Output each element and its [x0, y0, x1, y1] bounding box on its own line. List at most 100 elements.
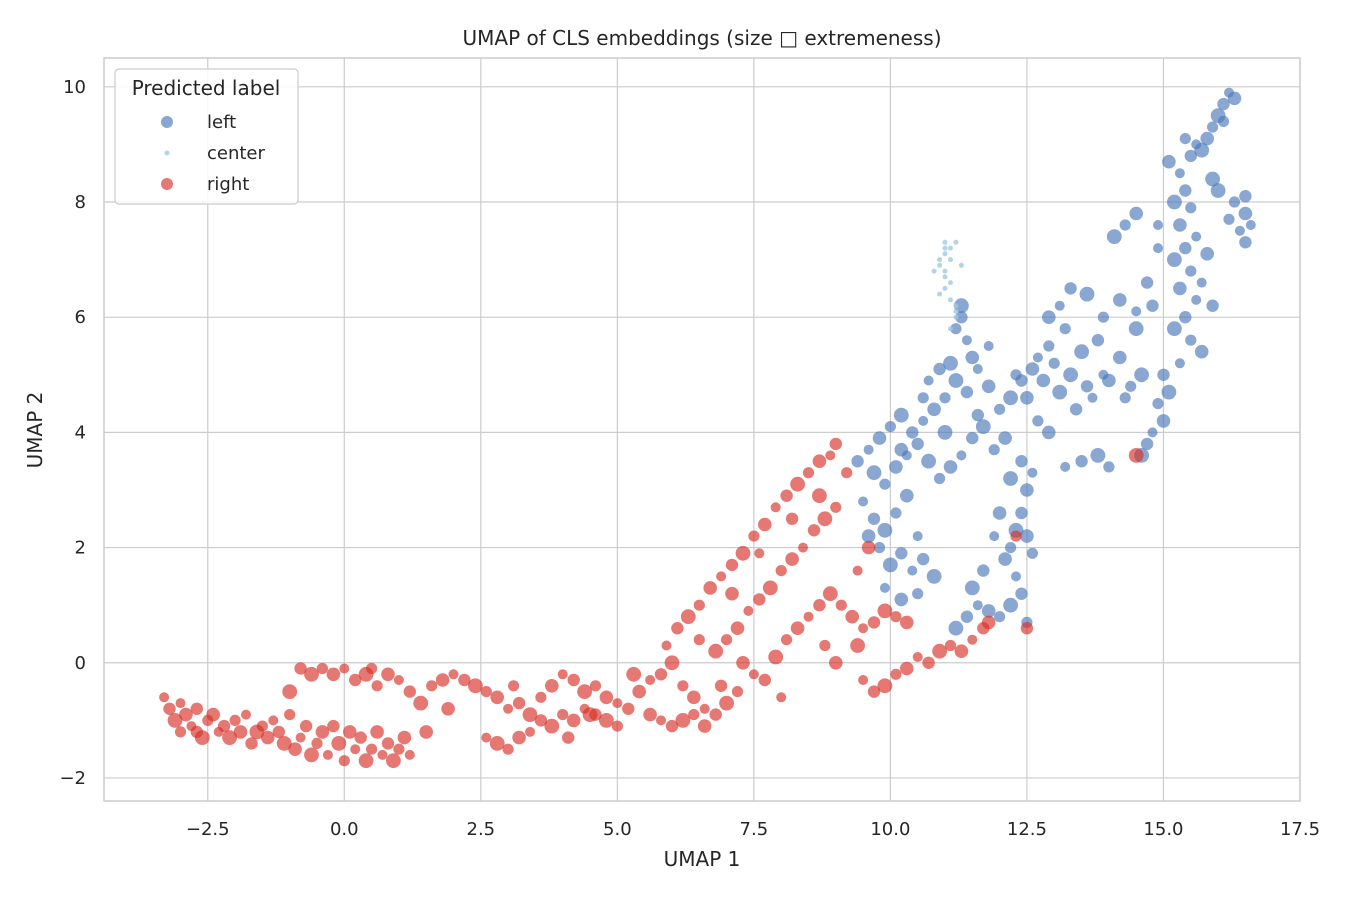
y-tick-labels: −2 0 2 4 6 8 10: [59, 77, 86, 789]
point-right: [981, 615, 996, 630]
x-tick-label: 0.0: [330, 819, 359, 840]
point-right: [709, 708, 722, 721]
point-right: [753, 593, 766, 606]
point-right: [311, 737, 323, 750]
point-left: [1185, 334, 1197, 346]
point-left: [1063, 367, 1078, 383]
point-right: [350, 744, 361, 755]
point-right: [288, 742, 302, 756]
point-left: [972, 364, 983, 374]
series-center: [931, 239, 964, 332]
point-center: [953, 308, 959, 314]
point-right: [522, 707, 538, 722]
point-left: [1153, 243, 1163, 254]
point-left: [1140, 437, 1154, 451]
point-left: [1113, 293, 1127, 307]
point-left: [1119, 392, 1131, 404]
point-left: [960, 385, 974, 399]
point-left: [994, 403, 1006, 415]
point-left: [1147, 427, 1158, 438]
point-left: [1162, 154, 1176, 169]
point-right: [661, 640, 672, 651]
point-left: [956, 450, 967, 461]
point-right: [877, 603, 893, 619]
point-right: [850, 638, 865, 653]
point-left: [1080, 380, 1094, 393]
point-left: [1173, 281, 1187, 296]
point-right: [233, 725, 248, 739]
y-tick-label: 2: [75, 538, 86, 559]
point-right: [785, 512, 799, 525]
point-left: [994, 611, 1006, 623]
point-right: [822, 586, 838, 602]
x-axis-title: UMAP 1: [664, 847, 741, 871]
point-left: [948, 373, 964, 388]
point-left: [965, 350, 980, 365]
point-right: [386, 753, 401, 769]
point-left: [1185, 265, 1197, 277]
point-center: [942, 285, 948, 291]
point-left: [1191, 294, 1202, 305]
point-left: [1210, 183, 1226, 198]
point-right: [677, 680, 689, 692]
point-left: [1074, 344, 1089, 360]
point-left: [1234, 225, 1245, 236]
y-axis-title: UMAP 2: [23, 392, 47, 469]
point-right: [645, 675, 656, 685]
point-right: [163, 702, 176, 715]
point-left: [977, 564, 990, 577]
point-right: [190, 702, 203, 715]
point-center: [937, 291, 943, 297]
point-left: [1119, 219, 1131, 231]
point-left: [1131, 306, 1142, 317]
point-right: [1128, 448, 1144, 463]
point-left: [1043, 340, 1055, 352]
point-right: [256, 720, 268, 732]
point-right: [867, 616, 881, 629]
point-left: [1048, 357, 1060, 369]
point-left: [981, 379, 996, 394]
point-right: [768, 649, 784, 665]
series-right: [159, 437, 1144, 769]
point-left: [1184, 149, 1198, 163]
point-right: [693, 599, 705, 611]
point-right: [403, 685, 416, 698]
point-right: [812, 488, 827, 504]
point-center: [953, 314, 959, 320]
legend-label-right: right: [207, 174, 249, 195]
point-right: [339, 663, 350, 674]
point-center: [953, 239, 959, 245]
point-left: [884, 421, 897, 433]
point-right: [817, 511, 833, 527]
point-right: [512, 696, 526, 710]
point-right: [535, 691, 547, 703]
point-right: [599, 713, 614, 728]
point-left: [943, 355, 958, 371]
point-right: [413, 695, 429, 711]
point-right: [331, 736, 347, 751]
point-right: [775, 565, 787, 577]
point-left: [937, 425, 953, 440]
point-right: [680, 609, 696, 625]
point-right: [813, 599, 826, 612]
point-left: [895, 547, 908, 560]
point-right: [688, 709, 700, 721]
point-left: [1036, 373, 1051, 388]
point-right: [716, 571, 727, 582]
point-left: [1185, 202, 1197, 214]
point-left: [1200, 247, 1214, 261]
point-left: [1238, 206, 1253, 221]
point-right: [295, 732, 306, 743]
point-right: [507, 680, 520, 692]
plot-area: [104, 58, 1300, 801]
point-right: [577, 684, 592, 699]
point-right: [217, 719, 231, 733]
point-left: [964, 580, 980, 596]
point-left: [889, 460, 903, 474]
point-right: [922, 656, 935, 669]
point-right: [322, 749, 333, 760]
point-left: [1003, 471, 1018, 486]
point-right: [525, 726, 535, 737]
point-right: [954, 644, 969, 658]
point-right: [326, 667, 341, 682]
